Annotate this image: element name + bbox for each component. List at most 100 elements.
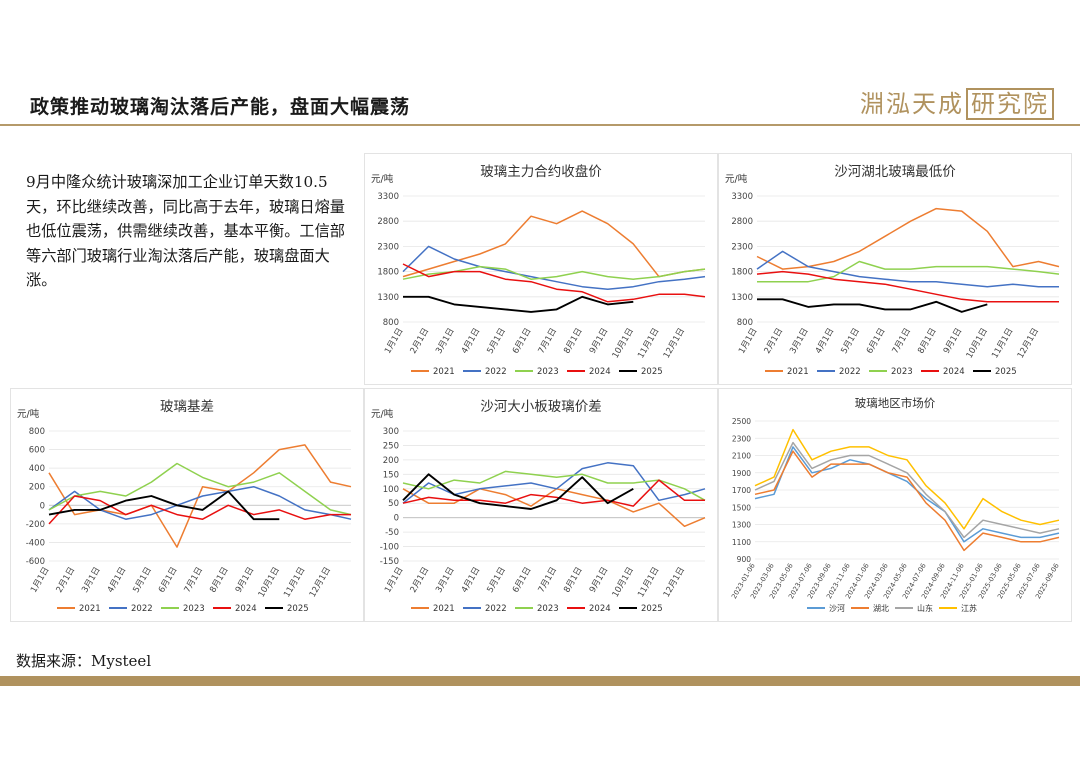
y-tick-label: 300 <box>383 427 399 437</box>
chart-panel-shahe-hubei-min: 沙河湖北玻璃最低价 元/吨 800 1300 1800 2300 2800 3300 1月1日 2… <box>718 153 1072 385</box>
legend-label: 2023 <box>891 367 913 377</box>
series-line-沙河 <box>754 446 1060 543</box>
legend-label: 2022 <box>839 367 861 377</box>
series-line-湖北 <box>754 450 1060 552</box>
legend-label: 2024 <box>589 604 611 614</box>
page-title: 政策推动玻璃淘汰落后产能，盘面大幅震荡 <box>30 96 411 118</box>
x-tick-label: 6月1日 <box>511 327 534 356</box>
series-line-2024 <box>402 263 706 303</box>
y-tick-label: 2800 <box>377 217 399 227</box>
y-tick-label: -200 <box>26 520 45 530</box>
chart-title: 玻璃基差 <box>160 398 214 415</box>
y-tick-label: 200 <box>383 456 399 466</box>
series-line-2023 <box>48 462 352 516</box>
y-tick-label: 2800 <box>731 217 753 227</box>
x-tick-label: 8月1日 <box>562 327 585 356</box>
x-tick-label: 8月1日 <box>562 566 585 595</box>
x-tick-label: 3月1日 <box>434 566 457 595</box>
legend-label: 2021 <box>79 604 101 614</box>
y-tick-label: 400 <box>29 464 45 474</box>
x-tick-label: 5月1日 <box>485 327 508 356</box>
x-tick-label: 9月1日 <box>942 327 965 356</box>
x-tick-label: 4月1日 <box>814 327 837 356</box>
legend-label: 2021 <box>433 367 455 377</box>
y-tick-label: 0 <box>394 514 399 524</box>
legend-label: 山东 <box>917 603 933 613</box>
y-tick-label: 1500 <box>732 503 751 512</box>
chart-title: 玻璃地区市场价 <box>855 396 936 410</box>
x-tick-label: 3月1日 <box>434 327 457 356</box>
legend-label: 2023 <box>537 367 559 377</box>
series-line-2024 <box>756 270 1059 303</box>
y-tick-label: 150 <box>383 470 399 480</box>
y-tick-label: 3300 <box>731 192 753 202</box>
x-tick-label: 11月1日 <box>990 327 1015 361</box>
legend-label: 2025 <box>287 604 309 614</box>
y-tick-label: 2300 <box>377 242 399 252</box>
legend-label: 2024 <box>943 367 965 377</box>
y-tick-label: 900 <box>737 555 752 564</box>
legend-label: 2022 <box>485 604 507 614</box>
x-tick-label: 12月1日 <box>662 566 687 600</box>
y-tick-label: 1100 <box>732 538 751 547</box>
chart-title: 沙河大小板玻璃价差 <box>480 398 602 415</box>
x-tick-label: 11月1日 <box>636 327 661 361</box>
y-tick-label: -50 <box>385 528 399 538</box>
y-tick-label: 100 <box>383 485 399 495</box>
data-source: 数据来源：Mysteel <box>16 652 152 670</box>
legend-label: 2025 <box>641 367 663 377</box>
series-line-2021 <box>756 207 1060 270</box>
legend-label: 沙河 <box>829 603 845 613</box>
y-tick-label: 1300 <box>377 293 399 303</box>
x-tick-label: 8月1日 <box>208 566 231 595</box>
y-tick-label: 800 <box>29 427 45 437</box>
x-tick-label: 11月1日 <box>282 566 307 600</box>
legend-label: 2022 <box>131 604 153 614</box>
legend-label: 2021 <box>787 367 809 377</box>
y-tick-label: -150 <box>380 557 399 567</box>
chart-panel-futures-close: 玻璃主力合约收盘价 元/吨 800 1300 1800 2300 2800 3300 1月1日 2… <box>364 153 718 385</box>
series-line-山东 <box>754 441 1060 539</box>
series-line-2024 <box>402 479 705 507</box>
legend-label: 2023 <box>537 604 559 614</box>
legend-label: 2022 <box>485 367 507 377</box>
chart-panel-board-spread: 沙河大小板玻璃价差 元/吨 -150 -100 -50 0 50 100 150 200 250 30… <box>364 388 718 622</box>
series-line-2025 <box>48 490 280 521</box>
legend-label: 江苏 <box>961 603 977 613</box>
series-line-2025 <box>403 295 634 313</box>
brand-logo: 淵泓天成 研究院 <box>860 84 1054 120</box>
x-tick-label: 6月1日 <box>157 566 180 595</box>
series-line-2021 <box>402 488 706 528</box>
y-tick-label: 800 <box>383 318 399 328</box>
series-line-2025 <box>402 473 634 510</box>
x-tick-label: 4月1日 <box>106 566 129 595</box>
y-tick-label: -400 <box>26 538 45 548</box>
y-tick-label: 1800 <box>731 268 753 278</box>
y-tick-label: -600 <box>26 557 45 567</box>
x-tick-label: 12月1日 <box>662 327 687 361</box>
y-tick-label: 1700 <box>732 486 751 495</box>
x-tick-label: 9月1日 <box>588 566 611 595</box>
x-tick-label: 1月1日 <box>383 327 406 356</box>
y-axis-unit: 元/吨 <box>371 408 394 420</box>
y-tick-label: 2300 <box>731 242 753 252</box>
y-tick-label: 1800 <box>377 268 399 278</box>
x-tick-label: 7月1日 <box>537 327 560 356</box>
x-tick-label: 10月1日 <box>611 566 636 600</box>
y-tick-label: 200 <box>29 483 45 493</box>
legend-label: 2024 <box>235 604 257 614</box>
series-line-2022 <box>402 245 706 290</box>
x-tick-label: 1月1日 <box>383 566 406 595</box>
legend-label: 2025 <box>641 604 663 614</box>
x-tick-label: 5月1日 <box>839 327 862 356</box>
x-tick-label: 3月1日 <box>80 566 103 595</box>
x-tick-label: 3月1日 <box>788 327 811 356</box>
y-tick-label: -100 <box>380 543 399 553</box>
x-tick-label: 8月1日 <box>916 327 939 356</box>
x-tick-label: 10月1日 <box>257 566 282 600</box>
y-tick-label: 0 <box>40 501 45 511</box>
x-tick-label: 6月1日 <box>865 327 888 356</box>
x-tick-label: 2月1日 <box>409 327 432 356</box>
